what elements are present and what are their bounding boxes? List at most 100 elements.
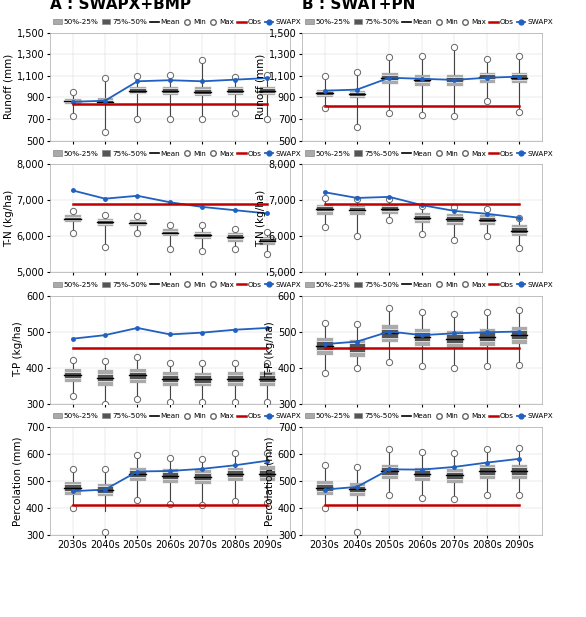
Bar <box>479 468 495 474</box>
Bar <box>130 368 145 383</box>
Bar <box>162 371 178 386</box>
Bar <box>316 204 333 215</box>
Bar <box>227 88 243 93</box>
Bar <box>97 486 113 492</box>
Bar <box>316 207 333 212</box>
Bar <box>316 484 333 491</box>
Bar <box>381 325 397 342</box>
Bar <box>349 205 365 215</box>
Bar <box>227 233 243 241</box>
Text: A : SWAPX+BMP: A : SWAPX+BMP <box>50 0 191 12</box>
Bar <box>349 339 365 357</box>
Bar <box>381 329 397 337</box>
Bar <box>511 326 527 344</box>
Bar <box>195 89 210 94</box>
Bar <box>259 465 275 481</box>
Y-axis label: Percolation (mm): Percolation (mm) <box>265 436 275 526</box>
Bar <box>414 470 430 478</box>
Bar <box>162 86 178 95</box>
Bar <box>130 221 145 224</box>
Bar <box>162 88 178 93</box>
Bar <box>511 468 527 474</box>
Bar <box>97 220 113 224</box>
Bar <box>130 220 145 226</box>
Legend: 50%-25%, 75%-50%, Mean, Min, Max, Obs, SWAPX: 50%-25%, 75%-50%, Mean, Min, Max, Obs, S… <box>305 413 553 420</box>
Bar <box>259 236 275 245</box>
Bar <box>349 90 365 98</box>
Y-axis label: T-N (kg/ha): T-N (kg/ha) <box>255 189 265 247</box>
Bar <box>162 231 178 234</box>
Bar <box>349 207 365 212</box>
Bar <box>227 470 243 478</box>
Legend: 50%-25%, 75%-50%, Mean, Min, Max, Obs, SWAPX: 50%-25%, 75%-50%, Mean, Min, Max, Obs, S… <box>53 151 301 157</box>
Bar <box>64 217 81 220</box>
Bar <box>130 88 145 93</box>
Bar <box>479 464 495 479</box>
Bar <box>479 72 495 83</box>
Y-axis label: Percolation (mm): Percolation (mm) <box>13 436 23 526</box>
Bar <box>64 98 81 104</box>
Bar <box>64 368 81 382</box>
Bar <box>349 482 365 496</box>
Bar <box>349 92 365 96</box>
Bar <box>511 227 527 233</box>
Bar <box>447 334 462 343</box>
Bar <box>130 86 145 94</box>
Bar <box>64 372 81 378</box>
Y-axis label: Runoff (mm): Runoff (mm) <box>255 54 265 119</box>
Bar <box>227 466 243 481</box>
Bar <box>511 225 527 236</box>
Bar <box>162 375 178 382</box>
Bar <box>97 483 113 496</box>
Bar <box>381 464 397 479</box>
Bar <box>64 99 81 102</box>
Y-axis label: T-P (kg/ha): T-P (kg/ha) <box>265 321 275 378</box>
Bar <box>259 88 275 93</box>
Legend: 50%-25%, 75%-50%, Mean, Min, Max, Obs, SWAPX: 50%-25%, 75%-50%, Mean, Min, Max, Obs, S… <box>305 282 553 288</box>
Bar <box>316 91 333 95</box>
Bar <box>227 234 243 239</box>
Bar <box>316 481 333 495</box>
Legend: 50%-25%, 75%-50%, Mean, Min, Max, Obs, SWAPX: 50%-25%, 75%-50%, Mean, Min, Max, Obs, S… <box>53 413 301 420</box>
Bar <box>195 470 210 484</box>
Bar <box>97 97 113 105</box>
Legend: 50%-25%, 75%-50%, Mean, Min, Max, Obs, SWAPX: 50%-25%, 75%-50%, Mean, Min, Max, Obs, S… <box>53 19 301 25</box>
Bar <box>349 343 365 352</box>
Bar <box>195 233 210 237</box>
Bar <box>414 215 430 220</box>
Bar <box>227 86 243 95</box>
Legend: 50%-25%, 75%-50%, Mean, Min, Max, Obs, SWAPX: 50%-25%, 75%-50%, Mean, Min, Max, Obs, S… <box>305 19 553 25</box>
Bar <box>316 337 333 355</box>
Bar <box>447 74 462 86</box>
Bar <box>195 473 210 481</box>
Bar <box>259 375 275 382</box>
Bar <box>414 77 430 82</box>
Bar <box>479 332 495 341</box>
Bar <box>97 99 113 104</box>
Bar <box>414 328 430 346</box>
Bar <box>447 216 462 222</box>
Bar <box>259 470 275 478</box>
Bar <box>381 72 397 84</box>
Bar <box>479 214 495 225</box>
Bar <box>130 372 145 379</box>
Bar <box>381 75 397 80</box>
Bar <box>479 217 495 222</box>
Bar <box>511 464 527 479</box>
Bar <box>479 75 495 80</box>
Bar <box>381 206 397 211</box>
Bar <box>511 72 527 83</box>
Y-axis label: T-N (kg/ha): T-N (kg/ha) <box>4 189 13 247</box>
Bar <box>195 372 210 386</box>
Bar <box>97 370 113 386</box>
Bar <box>511 75 527 80</box>
Bar <box>162 472 178 479</box>
Bar <box>195 375 210 383</box>
Bar <box>162 228 178 236</box>
Bar <box>414 75 430 86</box>
Bar <box>316 341 333 350</box>
Y-axis label: T-P (kg/ha): T-P (kg/ha) <box>13 321 23 378</box>
Bar <box>259 86 275 95</box>
Bar <box>414 212 430 223</box>
Bar <box>414 332 430 341</box>
